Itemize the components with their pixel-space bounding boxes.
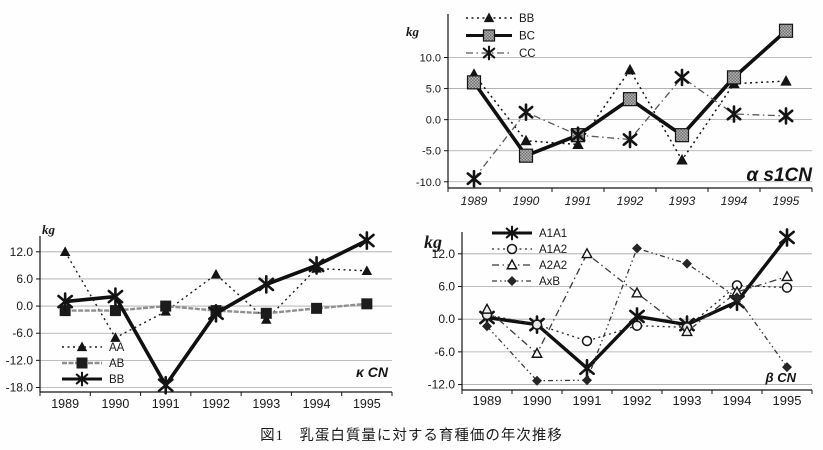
x-tick-label: 1993 xyxy=(669,194,696,208)
chart-beta-cn: 12.0 6.0 0.0 -6.0 -12.0 1989 1990 1991 1992 1993 1… xyxy=(418,216,823,420)
chart-name-label: β CN xyxy=(765,370,797,385)
y-tick-label: 6.0 xyxy=(16,272,33,286)
x-tick-label: 1990 xyxy=(102,397,130,411)
x-tick-label: 1989 xyxy=(461,194,488,208)
x-tick-label: 1990 xyxy=(523,393,552,408)
chart-name-label: κ CN xyxy=(356,364,389,380)
beta-cn-plot: 12.0 6.0 0.0 -6.0 -12.0 1989 1990 1991 1992 1993 1… xyxy=(424,225,813,408)
y-tick-label: -6.0 xyxy=(12,326,33,340)
y-tick-label: -12.0 xyxy=(6,353,34,367)
legend-item-BC: BC xyxy=(466,29,535,43)
x-tick-label: 1992 xyxy=(623,393,652,408)
legend: AA AB BB xyxy=(62,341,125,387)
unit-label: kg xyxy=(42,222,56,237)
series-CC xyxy=(466,68,794,188)
legend-label: A1A1 xyxy=(539,228,567,240)
legend-label: CC xyxy=(519,48,536,60)
y-tick-label: 5.0 xyxy=(426,84,441,96)
x-tick-label: 1991 xyxy=(152,397,180,411)
legend-item-A1A2: A1A2 xyxy=(492,243,567,256)
x-tick-label: 1995 xyxy=(773,194,800,208)
x-tick-label: 1991 xyxy=(573,393,602,408)
alpha-s1cn-plot: 10.0 5.0 0.0 -5.0 -10.0 1989 1990 1991 1992 1993 1… xyxy=(406,12,813,208)
unit-label: kg xyxy=(424,232,442,252)
axes: 12.0 6.0 0.0 -6.0 -12.0 1989 1990 1991 1992 1993 1… xyxy=(428,232,813,408)
y-tick-label: 0.0 xyxy=(16,299,33,313)
x-tick-label: 1994 xyxy=(721,194,748,208)
kappa-cn-plot: 12.0 6.0 0.0 -6.0 -12.0 -18.0 1989 1990 1991 1992… xyxy=(6,222,393,411)
legend-item-A1A1: A1A1 xyxy=(492,225,567,241)
legend: BB BC CC xyxy=(466,12,536,61)
legend-item-A2A2: A2A2 xyxy=(492,258,567,272)
figure-caption: 図1 乳蛋白質量に対する育種価の年次推移 xyxy=(260,428,563,444)
chart-kappa-cn: 12.0 6.0 0.0 -6.0 -12.0 -18.0 1989 1990 1991 1992… xyxy=(0,216,440,420)
legend-label: AA xyxy=(109,342,125,354)
axes: 10.0 5.0 0.0 -5.0 -10.0 1989 1990 1991 1992 1993 1… xyxy=(416,14,813,208)
x-tick-label: 1994 xyxy=(723,393,752,408)
legend-item-BB: BB xyxy=(466,12,535,25)
series-AxB xyxy=(482,243,792,386)
series-A2A2 xyxy=(481,247,793,358)
legend-label: AxB xyxy=(539,276,560,288)
x-tick-label: 1991 xyxy=(565,194,592,208)
x-tick-label: 1994 xyxy=(303,397,331,411)
x-tick-label: 1995 xyxy=(353,397,381,411)
chart-alpha-s1cn: 10.0 5.0 0.0 -5.0 -10.0 1989 1990 1991 1992 1993 1… xyxy=(388,0,823,216)
x-tick-label: 1992 xyxy=(202,397,230,411)
y-tick-label: -5.0 xyxy=(422,146,441,158)
legend-item-AxB: AxB xyxy=(492,276,560,288)
legend-label: BC xyxy=(519,31,535,43)
legend-label: A2A2 xyxy=(539,260,567,272)
x-tick-label: 1995 xyxy=(773,393,802,408)
chart-name-label: α s1CN xyxy=(746,165,813,186)
legend-label: AB xyxy=(109,358,125,370)
legend-label: BB xyxy=(109,374,125,386)
y-tick-label: -12.0 xyxy=(428,378,456,392)
x-tick-label: 1990 xyxy=(513,194,540,208)
y-tick-label: 0.0 xyxy=(426,115,441,127)
legend: A1A1 A1A2 A2A2 AxB xyxy=(492,225,567,288)
x-tick-label: 1993 xyxy=(252,397,280,411)
unit-label: kg xyxy=(406,24,420,39)
legend-label: A1A2 xyxy=(539,244,567,256)
legend-item-AB: AB xyxy=(62,357,125,370)
y-tick-label: 0.0 xyxy=(438,312,455,326)
x-tick-label: 1989 xyxy=(51,397,79,411)
x-tick-label: 1992 xyxy=(617,194,644,208)
x-tick-label: 1989 xyxy=(473,393,502,408)
legend-item-CC: CC xyxy=(466,45,536,61)
y-tick-label: 12.0 xyxy=(10,245,34,259)
series-BB xyxy=(57,231,375,395)
y-tick-label: 12.0 xyxy=(432,247,456,261)
y-tick-label: -6.0 xyxy=(434,345,455,359)
y-tick-label: 10.0 xyxy=(420,53,441,65)
y-tick-label: 6.0 xyxy=(438,279,455,293)
y-gridlines xyxy=(448,57,812,183)
x-tick-label: 1993 xyxy=(673,393,702,408)
legend-item-AA: AA xyxy=(62,341,125,354)
axes: 12.0 6.0 0.0 -6.0 -12.0 -18.0 1989 1990 1991 1992… xyxy=(6,236,393,411)
y-tick-label: -18.0 xyxy=(6,380,34,394)
y-tick-label: -10.0 xyxy=(416,177,441,189)
legend-label: BB xyxy=(519,13,535,25)
legend-item-BB: BB xyxy=(62,371,125,387)
